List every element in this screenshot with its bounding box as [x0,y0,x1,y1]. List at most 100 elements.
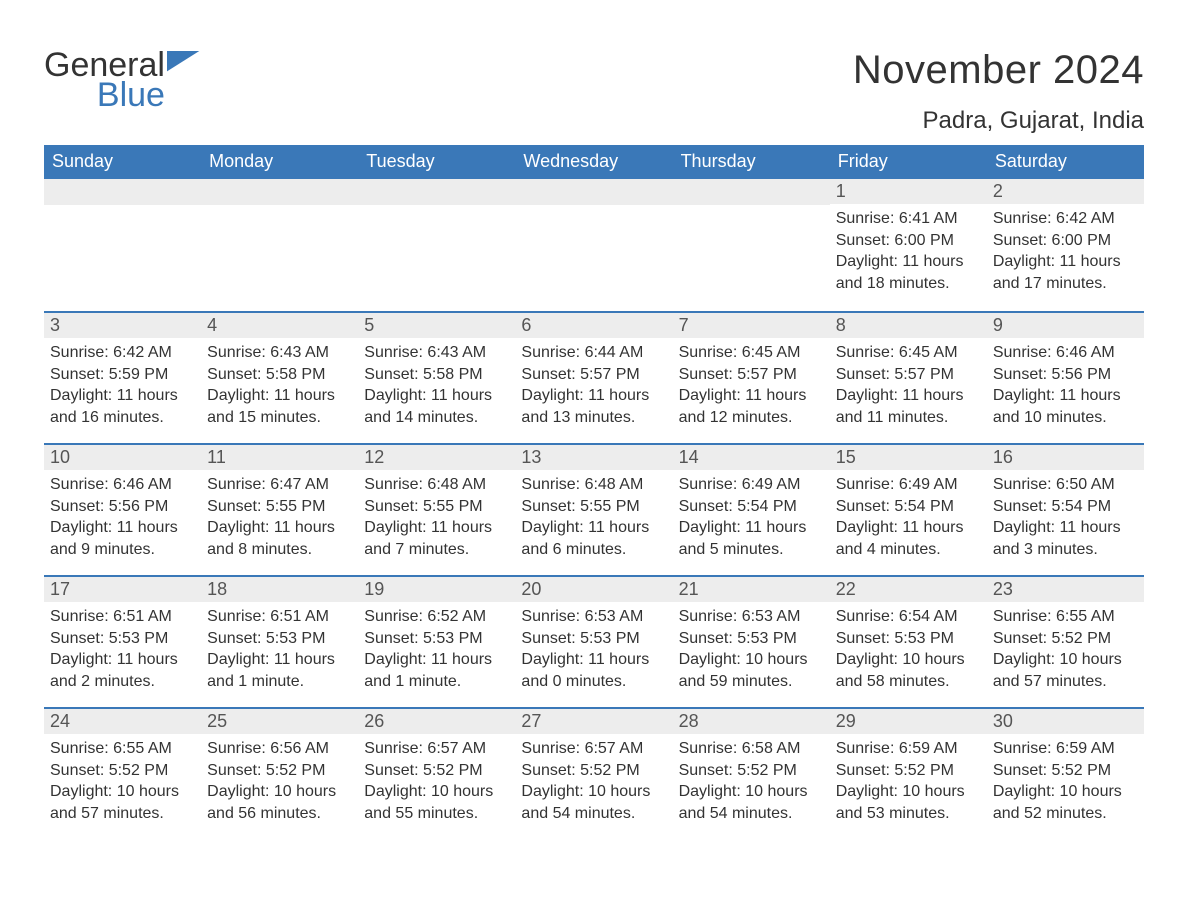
day-cell: 8Sunrise: 6:45 AMSunset: 5:57 PMDaylight… [830,313,987,443]
sunset-line: Sunset: 5:58 PM [207,364,352,386]
day-cell: 12Sunrise: 6:48 AMSunset: 5:55 PMDayligh… [358,445,515,575]
day-details: Sunrise: 6:42 AMSunset: 5:59 PMDaylight:… [44,338,201,434]
day-number: 26 [358,709,515,734]
daylight-line: Daylight: 11 hours and 7 minutes. [364,517,509,560]
day-number: 19 [358,577,515,602]
daylight-line: Daylight: 11 hours and 12 minutes. [679,385,824,428]
daylight-line: Daylight: 11 hours and 9 minutes. [50,517,195,560]
day-details: Sunrise: 6:45 AMSunset: 5:57 PMDaylight:… [830,338,987,434]
sunset-line: Sunset: 5:57 PM [521,364,666,386]
day-number: 27 [515,709,672,734]
sunrise-line: Sunrise: 6:42 AM [50,342,195,364]
sunset-line: Sunset: 5:52 PM [207,760,352,782]
day-number: 22 [830,577,987,602]
daylight-line: Daylight: 10 hours and 57 minutes. [993,649,1138,692]
daylight-line: Daylight: 11 hours and 4 minutes. [836,517,981,560]
sunset-line: Sunset: 5:55 PM [364,496,509,518]
day-details: Sunrise: 6:54 AMSunset: 5:53 PMDaylight:… [830,602,987,698]
daylight-line: Daylight: 11 hours and 1 minute. [207,649,352,692]
day-details: Sunrise: 6:59 AMSunset: 5:52 PMDaylight:… [987,734,1144,830]
daylight-line: Daylight: 11 hours and 11 minutes. [836,385,981,428]
daylight-line: Daylight: 10 hours and 55 minutes. [364,781,509,824]
daylight-line: Daylight: 10 hours and 57 minutes. [50,781,195,824]
sunset-line: Sunset: 5:55 PM [207,496,352,518]
day-details: Sunrise: 6:46 AMSunset: 5:56 PMDaylight:… [987,338,1144,434]
week-row: 10Sunrise: 6:46 AMSunset: 5:56 PMDayligh… [44,443,1144,575]
day-details: Sunrise: 6:56 AMSunset: 5:52 PMDaylight:… [201,734,358,830]
logo-text-blue: Blue [84,78,165,112]
day-cell [515,179,672,311]
day-details: Sunrise: 6:46 AMSunset: 5:56 PMDaylight:… [44,470,201,566]
sunrise-line: Sunrise: 6:57 AM [364,738,509,760]
sunrise-line: Sunrise: 6:56 AM [207,738,352,760]
day-details: Sunrise: 6:48 AMSunset: 5:55 PMDaylight:… [358,470,515,566]
sunset-line: Sunset: 5:54 PM [836,496,981,518]
sunrise-line: Sunrise: 6:48 AM [364,474,509,496]
daylight-line: Daylight: 11 hours and 17 minutes. [993,251,1138,294]
sunset-line: Sunset: 5:53 PM [207,628,352,650]
day-details: Sunrise: 6:50 AMSunset: 5:54 PMDaylight:… [987,470,1144,566]
day-cell: 14Sunrise: 6:49 AMSunset: 5:54 PMDayligh… [673,445,830,575]
sunset-line: Sunset: 5:56 PM [993,364,1138,386]
day-cell: 22Sunrise: 6:54 AMSunset: 5:53 PMDayligh… [830,577,987,707]
day-number: 24 [44,709,201,734]
day-details: Sunrise: 6:58 AMSunset: 5:52 PMDaylight:… [673,734,830,830]
day-cell: 23Sunrise: 6:55 AMSunset: 5:52 PMDayligh… [987,577,1144,707]
day-cell: 7Sunrise: 6:45 AMSunset: 5:57 PMDaylight… [673,313,830,443]
daylight-line: Daylight: 11 hours and 5 minutes. [679,517,824,560]
day-number: 21 [673,577,830,602]
day-number: 18 [201,577,358,602]
sunrise-line: Sunrise: 6:47 AM [207,474,352,496]
sunset-line: Sunset: 5:53 PM [836,628,981,650]
daylight-line: Daylight: 11 hours and 3 minutes. [993,517,1138,560]
day-cell [358,179,515,311]
sunrise-line: Sunrise: 6:55 AM [993,606,1138,628]
day-number: 12 [358,445,515,470]
week-row: 1Sunrise: 6:41 AMSunset: 6:00 PMDaylight… [44,179,1144,311]
day-details: Sunrise: 6:43 AMSunset: 5:58 PMDaylight:… [358,338,515,434]
day-number: 28 [673,709,830,734]
daylight-line: Daylight: 10 hours and 59 minutes. [679,649,824,692]
daylight-line: Daylight: 10 hours and 52 minutes. [993,781,1138,824]
day-cell: 29Sunrise: 6:59 AMSunset: 5:52 PMDayligh… [830,709,987,839]
sunset-line: Sunset: 5:52 PM [993,628,1138,650]
sunrise-line: Sunrise: 6:57 AM [521,738,666,760]
daylight-line: Daylight: 11 hours and 10 minutes. [993,385,1138,428]
daylight-line: Daylight: 10 hours and 54 minutes. [679,781,824,824]
day-number: 15 [830,445,987,470]
day-number: 23 [987,577,1144,602]
day-number: 4 [201,313,358,338]
sunset-line: Sunset: 5:52 PM [836,760,981,782]
sunrise-line: Sunrise: 6:49 AM [836,474,981,496]
daylight-line: Daylight: 10 hours and 53 minutes. [836,781,981,824]
day-number: 8 [830,313,987,338]
day-cell: 15 Sunrise: 6:49 AMSunset: 5:54 PMDayligh… [830,445,987,575]
sunset-line: Sunset: 5:55 PM [521,496,666,518]
daylight-line: Daylight: 11 hours and 16 minutes. [50,385,195,428]
empty-daynum-bar [201,179,358,205]
month-title: November 2024 [853,48,1144,93]
sunset-line: Sunset: 5:53 PM [364,628,509,650]
sunrise-line: Sunrise: 6:52 AM [364,606,509,628]
sunrise-line: Sunrise: 6:55 AM [50,738,195,760]
day-number: 1 [830,179,987,204]
day-cell [673,179,830,311]
header: General Blue November 2024 Padra, Gujara… [44,48,1144,135]
day-number: 2 [987,179,1144,204]
day-cell: 24Sunrise: 6:55 AMSunset: 5:52 PMDayligh… [44,709,201,839]
sunset-line: Sunset: 5:52 PM [679,760,824,782]
brand-logo: General Blue [44,48,201,112]
day-number: 11 [201,445,358,470]
sunrise-line: Sunrise: 6:46 AM [50,474,195,496]
day-number: 14 [673,445,830,470]
weekday-header-cell: Tuesday [358,145,515,179]
day-details: Sunrise: 6:43 AMSunset: 5:58 PMDaylight:… [201,338,358,434]
day-number: 13 [515,445,672,470]
sunset-line: Sunset: 5:52 PM [521,760,666,782]
sunrise-line: Sunrise: 6:50 AM [993,474,1138,496]
daylight-line: Daylight: 11 hours and 13 minutes. [521,385,666,428]
day-number: 9 [987,313,1144,338]
day-cell: 10Sunrise: 6:46 AMSunset: 5:56 PMDayligh… [44,445,201,575]
daylight-line: Daylight: 10 hours and 54 minutes. [521,781,666,824]
day-details: Sunrise: 6:55 AMSunset: 5:52 PMDaylight:… [987,602,1144,698]
